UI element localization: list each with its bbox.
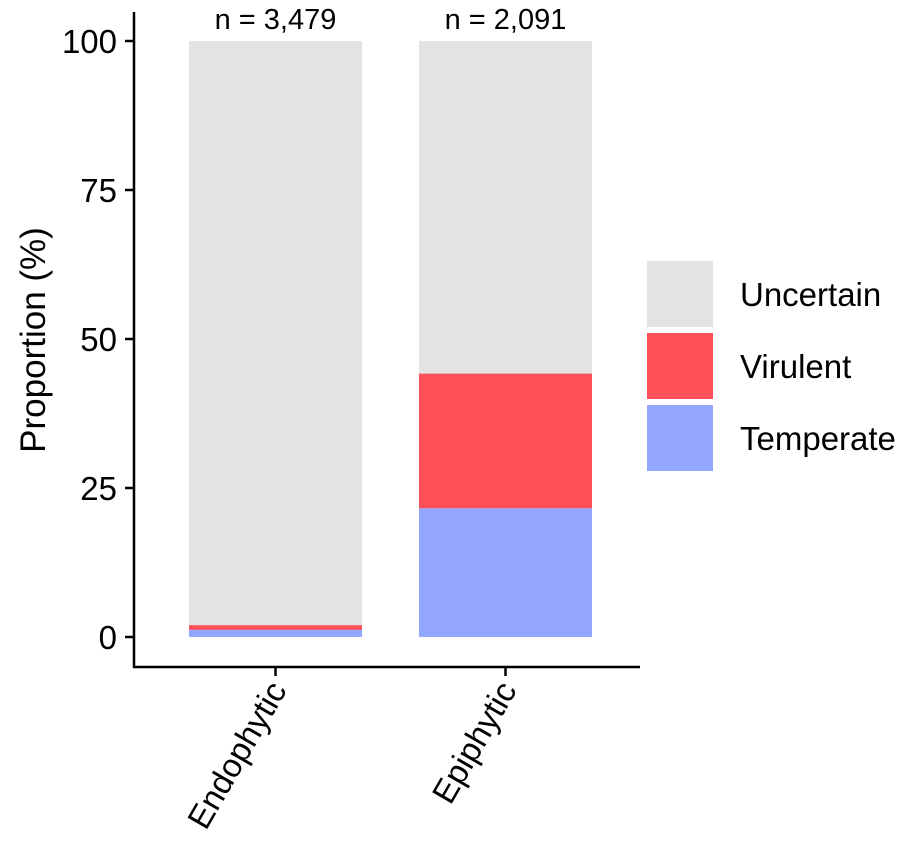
y-ticks-layer: 0 25 50 75 100 [62, 23, 134, 656]
bar-segment-temperate-epiphytic [419, 508, 592, 637]
bar-segment-virulent-endophytic [189, 625, 362, 630]
legend-key-temperate [647, 405, 713, 471]
legend: Uncertain Virulent Temperate [647, 261, 896, 471]
bar-segment-uncertain-endophytic [189, 41, 362, 626]
legend-key-uncertain [647, 261, 713, 327]
legend-label-virulent: Virulent [740, 348, 851, 385]
y-tick-label-0: 0 [99, 619, 117, 656]
legend-label-uncertain: Uncertain [740, 276, 881, 313]
count-labels-layer: n = 3,479 n = 2,091 [215, 4, 567, 36]
x-tick-label-epiphytic: Epiphytic [425, 675, 524, 809]
bar-segment-virulent-epiphytic [419, 373, 592, 509]
x-ticks-layer: Endophytic Epiphytic [180, 667, 524, 835]
bar-segment-uncertain-epiphytic [419, 41, 592, 374]
y-tick-label-75: 75 [80, 172, 117, 209]
bar-segment-temperate-endophytic [189, 629, 362, 637]
legend-label-temperate: Temperate [740, 420, 896, 457]
y-axis-title: Proportion (%) [14, 227, 53, 453]
y-tick-label-100: 100 [62, 23, 117, 60]
legend-key-virulent [647, 333, 713, 399]
x-tick-label-endophytic: Endophytic [180, 675, 294, 835]
bars-layer [189, 41, 592, 637]
y-tick-label-50: 50 [80, 321, 117, 358]
y-tick-label-25: 25 [80, 470, 117, 507]
count-label-epiphytic: n = 2,091 [445, 4, 567, 36]
count-label-endophytic: n = 3,479 [215, 4, 337, 36]
